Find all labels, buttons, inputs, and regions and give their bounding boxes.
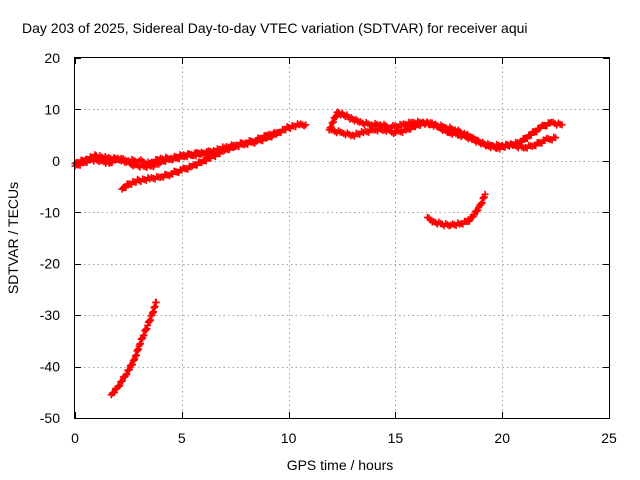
x-axis-label: GPS time / hours bbox=[287, 457, 394, 473]
data-point bbox=[274, 129, 282, 137]
y-tick-label: -30 bbox=[40, 307, 60, 323]
x-tick-label: 20 bbox=[494, 430, 510, 446]
data-point bbox=[118, 377, 126, 385]
x-tick-label: 15 bbox=[388, 430, 404, 446]
axis-ticks bbox=[75, 58, 610, 419]
data-point bbox=[152, 298, 160, 306]
y-tick-label: 0 bbox=[52, 153, 60, 169]
data-point bbox=[481, 190, 489, 198]
data-points bbox=[71, 108, 566, 399]
y-axis-label: SDTVAR / TECUs bbox=[5, 182, 21, 294]
y-tick-label: -50 bbox=[40, 410, 60, 426]
grid bbox=[75, 58, 609, 418]
plot-frame bbox=[74, 57, 610, 419]
data-point bbox=[230, 144, 238, 152]
y-tick-label: 10 bbox=[44, 101, 60, 117]
data-point bbox=[465, 217, 473, 225]
chart-title: Day 203 of 2025, Sidereal Day-to-day VTE… bbox=[22, 20, 528, 36]
y-tick-label: -40 bbox=[40, 359, 60, 375]
axis-tick-labels: 0 5 10 15 20 25 20 10 0 -10 -20 -30 -40 -50 bbox=[40, 50, 617, 446]
data-point bbox=[122, 184, 130, 192]
data-point bbox=[116, 382, 124, 390]
x-tick-label: 25 bbox=[601, 430, 617, 446]
y-tick-label: -10 bbox=[40, 204, 60, 220]
y-tick-label: 20 bbox=[44, 50, 60, 66]
data-point bbox=[302, 121, 310, 129]
y-tick-label: -20 bbox=[40, 256, 60, 272]
x-tick-label: 10 bbox=[281, 430, 297, 446]
x-tick-label: 5 bbox=[178, 430, 186, 446]
data-point bbox=[558, 121, 566, 129]
x-tick-label: 0 bbox=[71, 430, 79, 446]
data-point bbox=[111, 389, 119, 396]
data-point bbox=[552, 134, 560, 142]
